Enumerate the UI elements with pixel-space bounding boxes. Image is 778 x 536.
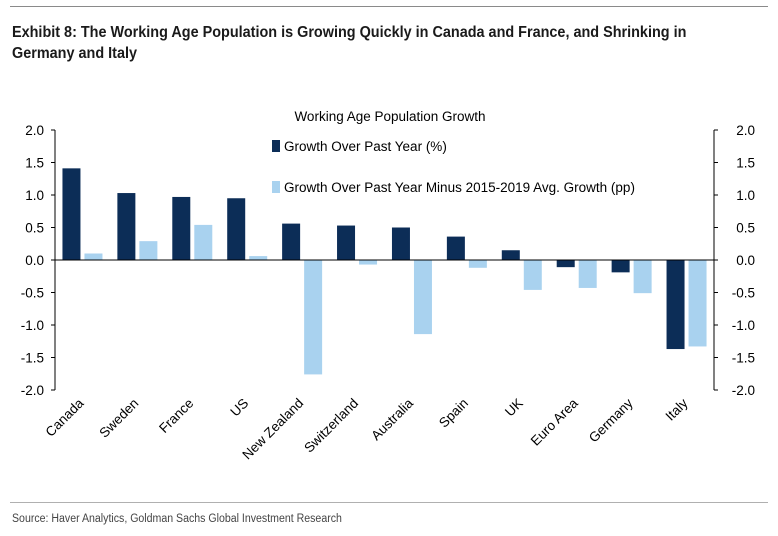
bar-vs-avg-new-zealand <box>304 260 323 375</box>
bar-vs-avg-spain <box>468 260 487 268</box>
y-tick-label-right: 1.0 <box>736 188 755 203</box>
y-tick-label-right: 2.0 <box>736 123 755 138</box>
bar-vs-avg-euro-area <box>578 260 597 288</box>
bar-past-year-canada <box>62 168 81 260</box>
bar-past-year-uk <box>501 250 520 260</box>
bar-vs-avg-france <box>194 224 213 260</box>
exhibit-title: Exhibit 8: The Working Age Population is… <box>12 22 700 64</box>
y-tick-label-left: -0.5 <box>21 286 44 301</box>
y-tick-label-left: 0.0 <box>25 253 44 268</box>
legend-swatch <box>272 181 280 193</box>
y-tick-label-left: -1.0 <box>21 318 44 333</box>
y-tick-label-left: -1.5 <box>21 351 44 366</box>
y-tick-label-right: -0.5 <box>732 286 755 301</box>
x-tick-label: Euro Area <box>528 395 581 448</box>
y-tick-label-left: 1.5 <box>25 156 44 171</box>
bar-past-year-sweden <box>117 193 136 260</box>
bar-vs-avg-australia <box>413 260 432 335</box>
y-tick-label-right: 0.5 <box>736 221 755 236</box>
y-tick-label-right: 0.0 <box>736 253 755 268</box>
y-tick-label-left: 1.0 <box>25 188 44 203</box>
exhibit-title-line-2: Germany and Italy <box>12 45 137 62</box>
bar-past-year-germany <box>611 260 630 273</box>
bar-vs-avg-italy <box>688 260 707 347</box>
bar-past-year-italy <box>666 260 685 350</box>
y-tick-label-right: -1.5 <box>732 351 755 366</box>
bar-past-year-australia <box>391 227 410 260</box>
bar-vs-avg-uk <box>523 260 542 290</box>
x-tick-label: Germany <box>586 395 636 445</box>
y-tick-label-left: 2.0 <box>25 123 44 138</box>
x-tick-label: Spain <box>436 396 471 431</box>
x-tick-label: France <box>156 396 196 436</box>
bar-vs-avg-germany <box>633 260 652 294</box>
x-tick-label: Italy <box>663 395 691 423</box>
legend-label: Growth Over Past Year (%) <box>284 139 447 154</box>
x-tick-label: Switzerland <box>301 396 361 456</box>
y-tick-label-left: 0.5 <box>25 221 44 236</box>
x-tick-label: Canada <box>43 395 87 439</box>
y-tick-label-right: -1.0 <box>732 318 755 333</box>
bar-past-year-switzerland <box>337 225 356 260</box>
bar-vs-avg-switzerland <box>359 260 378 265</box>
bar-past-year-france <box>172 196 191 260</box>
bar-past-year-us <box>227 198 246 260</box>
top-rule <box>10 6 768 7</box>
legend-label: Growth Over Past Year Minus 2015-2019 Av… <box>284 180 635 195</box>
x-tick-label: US <box>227 396 251 420</box>
y-tick-label-right: 1.5 <box>736 156 755 171</box>
y-tick-label-right: -2.0 <box>732 383 755 398</box>
bar-past-year-euro-area <box>556 260 575 268</box>
bar-chart: Working Age Population Growth 2.0 2.0 1.5 1… <box>21 109 755 462</box>
bar-vs-avg-sweden <box>139 241 158 260</box>
bar-past-year-new-zealand <box>282 223 301 260</box>
source-note: Source: Haver Analytics, Goldman Sachs G… <box>12 513 342 525</box>
bar-vs-avg-canada <box>84 253 103 260</box>
bar-past-year-spain <box>446 236 465 260</box>
x-tick-label: UK <box>502 396 526 420</box>
y-tick-label-left: -2.0 <box>21 383 44 398</box>
bottom-rule <box>10 502 768 503</box>
bar-vs-avg-us <box>249 256 268 260</box>
chart-title: Working Age Population Growth <box>294 109 485 124</box>
x-tick-label: Australia <box>368 395 416 443</box>
x-tick-label: Sweden <box>96 396 141 441</box>
exhibit-title-line-1: Exhibit 8: The Working Age Population is… <box>12 24 687 41</box>
legend-swatch <box>272 140 280 152</box>
